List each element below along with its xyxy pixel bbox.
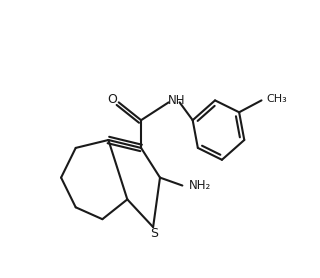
- Text: O: O: [107, 93, 117, 106]
- Text: S: S: [150, 227, 158, 240]
- Text: NH: NH: [168, 95, 185, 108]
- Text: NH₂: NH₂: [188, 179, 211, 192]
- Text: CH₃: CH₃: [267, 94, 287, 104]
